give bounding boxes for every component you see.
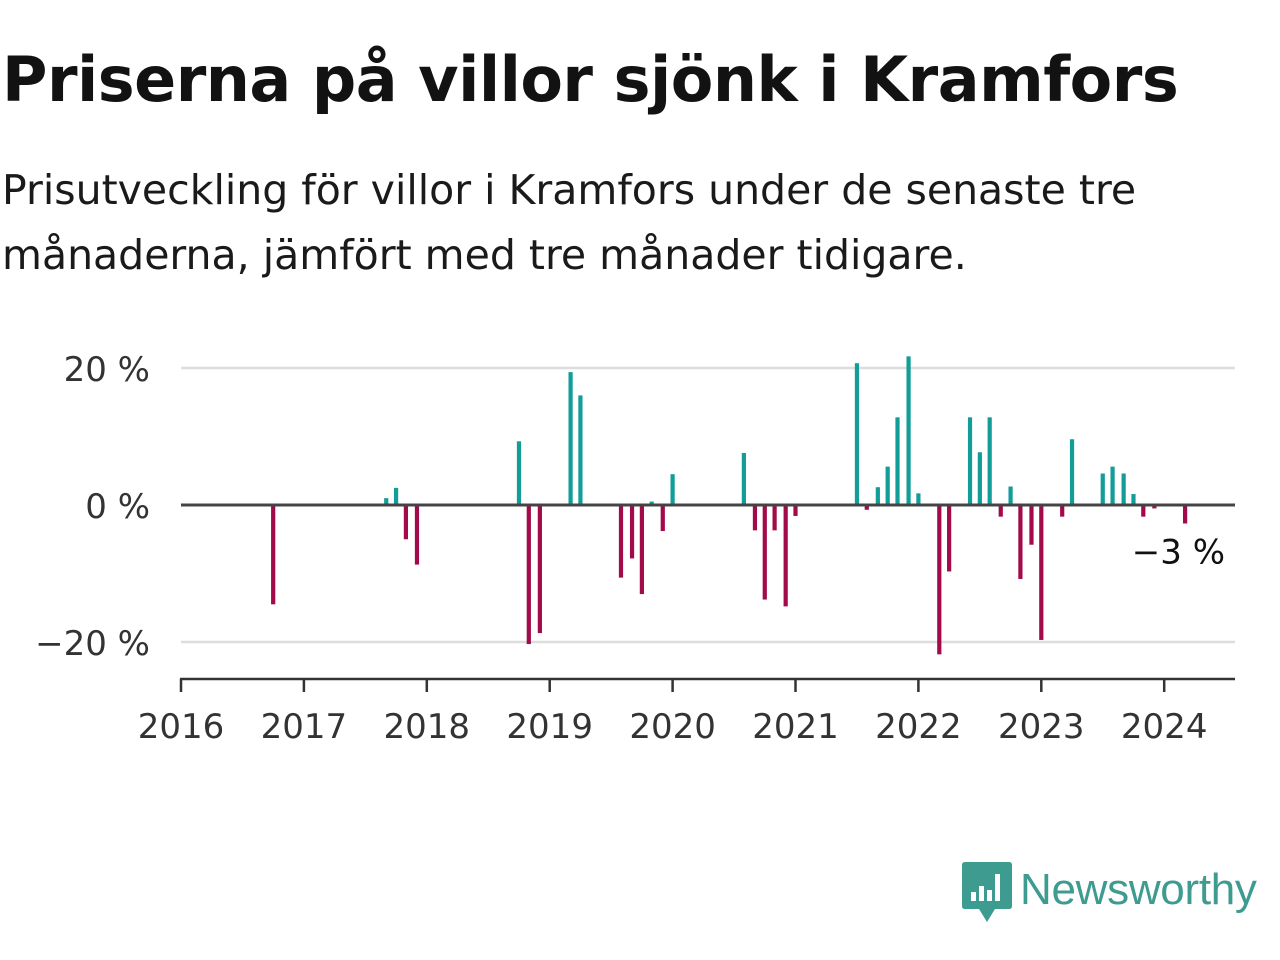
bar — [1121, 473, 1126, 505]
bar — [864, 505, 869, 510]
bar — [1182, 505, 1188, 524]
x-tick-label: 2023 — [998, 707, 1085, 747]
chart-subtitle: Prisutveckling för villor i Kramfors und… — [2, 166, 1137, 279]
brand-logo: Newsworthy — [962, 862, 1257, 926]
y-tick-label: −20 % — [35, 624, 150, 664]
brand-name: Newsworthy — [1020, 865, 1257, 914]
chart-title: Priserna på villor sjönk i Kramfors — [2, 43, 1179, 116]
bar — [384, 498, 389, 505]
bar — [875, 487, 880, 505]
bar — [977, 452, 982, 505]
x-tick-label: 2021 — [752, 707, 839, 747]
bar — [537, 505, 542, 634]
bar — [660, 505, 665, 532]
bar — [772, 505, 777, 531]
bar — [526, 505, 531, 645]
bar — [568, 372, 573, 505]
newsworthy-logo-icon — [962, 862, 1012, 922]
bar — [1018, 505, 1023, 579]
bar — [1141, 505, 1146, 517]
bar — [885, 466, 890, 505]
bar — [793, 505, 798, 516]
y-tick-label: 0 % — [85, 487, 150, 527]
bar — [1029, 505, 1034, 545]
bar — [762, 505, 767, 600]
bar — [1039, 505, 1044, 640]
bar — [618, 505, 624, 578]
bar — [393, 487, 399, 505]
bar — [854, 363, 860, 505]
bar — [741, 452, 746, 505]
labels: −20 % 0 % 20 % 2016 2017 2018 2019 2020 2021 2022… — [35, 350, 1225, 747]
bar — [916, 493, 921, 505]
bar — [998, 505, 1003, 517]
bar — [895, 417, 900, 505]
x-tick-label: 2017 — [261, 707, 348, 747]
bar — [937, 505, 942, 655]
y-tick-label: 20 % — [64, 350, 150, 390]
bar — [1100, 473, 1105, 505]
bar — [1152, 505, 1157, 509]
bar — [967, 417, 973, 505]
x-tick-label: 2024 — [1121, 707, 1208, 747]
bar — [639, 505, 644, 595]
x-tick-label: 2018 — [384, 707, 471, 747]
x-tick-label: 2019 — [506, 707, 593, 747]
bar — [516, 441, 522, 505]
bar — [403, 505, 409, 540]
bar — [1110, 466, 1115, 505]
bar — [629, 505, 635, 559]
x-tick-label: 2016 — [138, 707, 225, 747]
bar — [987, 417, 992, 505]
bars — [271, 356, 1188, 655]
bar — [414, 505, 420, 565]
bar — [752, 505, 758, 531]
x-tick-label: 2022 — [875, 707, 962, 747]
bar — [947, 505, 952, 572]
bar — [1008, 486, 1013, 505]
bar — [1069, 439, 1075, 505]
bar — [1131, 494, 1136, 505]
bar-chart: −20 % 0 % 20 % 2016 2017 2018 2019 2020 2021 2022… — [35, 350, 1235, 747]
bar — [578, 395, 583, 505]
bar — [783, 505, 788, 607]
last-value-label: −3 % — [1132, 532, 1225, 572]
bar — [906, 356, 911, 505]
bar — [1060, 505, 1065, 517]
x-tick-label: 2020 — [629, 707, 716, 747]
bar — [271, 505, 276, 605]
bar — [649, 501, 654, 505]
grid-lines — [181, 366, 1235, 644]
axes — [179, 503, 1235, 692]
bar — [670, 474, 675, 505]
